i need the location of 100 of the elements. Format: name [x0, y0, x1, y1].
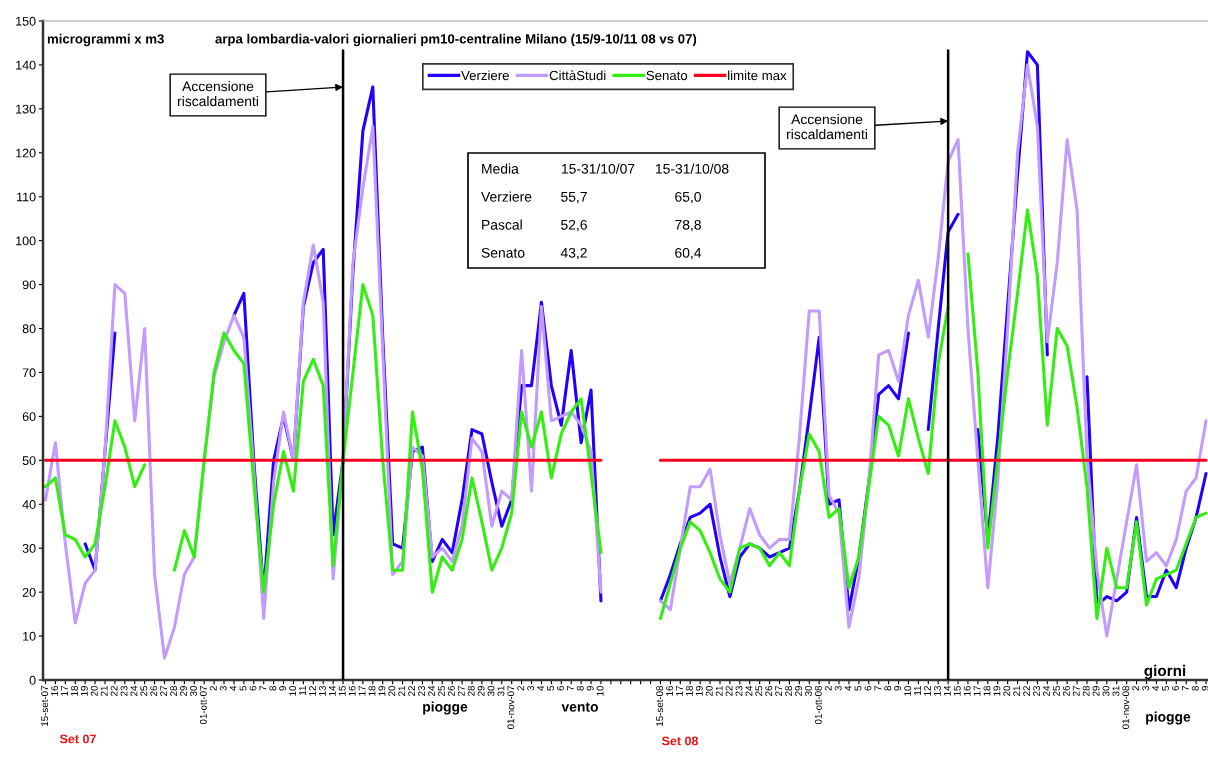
x-tick-label: 13 [318, 685, 326, 696]
y-tick-label: 0 [29, 675, 36, 685]
text: Media 15-31/10/07 15-31/10/08 [482, 163, 729, 174]
x-tick-label: 9 [1201, 686, 1208, 691]
x-tick-label: 17 [358, 686, 366, 696]
x-tick-label: 21 [398, 686, 406, 696]
x-tick-label: 26 [447, 685, 455, 696]
x-axis-title: giorni [1144, 664, 1186, 680]
x-tick-label: 3 [219, 685, 227, 691]
x-tick-label: 15-set-07 [41, 686, 49, 726]
x-tick-label: 6 [249, 685, 257, 691]
x-tick-label: 30 [487, 685, 495, 696]
x-tick-label: 7 [874, 686, 882, 691]
x-tick-label: 17 [973, 686, 981, 696]
x-tick-label: 20 [705, 685, 713, 696]
x-tick-label: 3 [1142, 685, 1150, 691]
x-tick-label: 16 [666, 685, 673, 696]
x-tick-label: 2 [517, 686, 525, 691]
y-tick-label: 100 [16, 236, 36, 246]
x-tick-label: 9 [894, 686, 902, 691]
x-tick-label: 26 [1062, 685, 1070, 696]
x-tick-label: 6 [557, 685, 564, 691]
x-tick-label: 23 [120, 685, 128, 696]
x-tick-label: 15 [338, 685, 346, 696]
x-tick-label: 27 [457, 686, 465, 696]
y-tick-label: 90 [22, 280, 36, 290]
x-tick-label: 5 [239, 685, 247, 691]
y-tick-label: 80 [22, 324, 36, 334]
x-tick-label: 24 [428, 685, 435, 696]
x-tick-label: 11 [914, 686, 921, 695]
x-tick-label: 01-ott-08 [814, 685, 822, 725]
x-tick-label: 25 [1052, 685, 1060, 696]
y-tick-label: 150 [16, 16, 36, 26]
y-tick-label: 60 [22, 412, 36, 422]
x-tick-label: 20 [388, 685, 396, 696]
x-tick-label: 18 [70, 685, 78, 696]
x-tick-label: 16 [51, 685, 59, 696]
x-tick-label: 16 [348, 685, 356, 696]
y-tick-label: 130 [16, 104, 36, 114]
x-tick-label: 27 [160, 686, 168, 696]
legend-label: limite max [728, 70, 787, 81]
text: Set 07 [59, 734, 96, 744]
x-tick-label: 01-nov-08 [1122, 685, 1130, 729]
x-tick-label: 14 [328, 685, 336, 696]
y-tick-label: 70 [22, 368, 36, 378]
x-tick-label: 8 [884, 685, 892, 691]
x-tick-label: 10 [596, 685, 604, 696]
x-tick-label: 9 [586, 686, 594, 691]
x-tick-label: 12 [309, 686, 316, 696]
x-tick-label: 23 [418, 685, 426, 696]
y-tick-label: 10 [23, 631, 36, 641]
x-tick-label: 23 [735, 685, 743, 696]
text: piogge [423, 701, 468, 715]
x-tick-label: 19 [80, 686, 88, 696]
x-tick-label: 26 [765, 685, 773, 696]
x-tick-label: 12 [924, 686, 931, 696]
y-tick-label: 120 [16, 148, 36, 158]
x-tick-label: 24 [745, 685, 753, 696]
x-tick-label: 8 [269, 685, 277, 691]
x-tick-label: 8 [1191, 685, 1199, 691]
y-tick-label: 140 [16, 60, 36, 70]
x-tick-label: 11 [299, 686, 306, 695]
x-tick-label: 01-nov-07 [507, 686, 515, 729]
x-tick-label: 18 [368, 685, 376, 696]
x-tick-label: 27 [775, 686, 783, 696]
x-tick-label: 6 [1171, 685, 1179, 691]
x-tick-label: 6 [864, 685, 872, 691]
text: Pascal 52,6 78,8 [482, 219, 701, 232]
text: vento [561, 702, 598, 712]
x-tick-label: 30 [804, 685, 812, 696]
x-tick-label: 29 [477, 686, 485, 696]
x-tick-label: 29 [180, 686, 187, 696]
x-tick-label: 29 [1092, 686, 1100, 696]
x-tick-label: 15 [953, 685, 961, 696]
x-tick-label: 19 [993, 686, 1001, 696]
x-tick-label: 5 [1162, 685, 1169, 691]
x-tick-label: 19 [695, 686, 703, 696]
x-tick-label: 25 [140, 685, 148, 696]
y-axis-title: microgrammi x m3 [47, 33, 164, 47]
x-tick-label: 29 [795, 686, 802, 696]
x-tick-label: 7 [1182, 686, 1189, 691]
x-tick-label: 4 [229, 685, 237, 691]
x-tick-label: 28 [170, 685, 178, 696]
x-tick-label: 17 [61, 686, 68, 696]
y-tick-label: 20 [22, 587, 36, 597]
x-tick-label: 24 [130, 685, 138, 696]
x-tick-label: 21 [100, 686, 108, 696]
x-tick-label: 2 [824, 686, 832, 691]
x-tick-label: 01-ott-07 [199, 686, 207, 725]
x-tick-label: 9 [279, 686, 287, 691]
legend-label: CittàStudi [549, 70, 606, 81]
x-tick-label: 26 [150, 685, 158, 696]
x-tick-label: 13 [933, 685, 941, 696]
text: Senato 43,2 60,4 [481, 247, 702, 260]
x-tick-label: 5 [547, 685, 554, 691]
x-tick-label: 3 [834, 685, 842, 691]
x-tick-label: 21 [715, 686, 723, 696]
text: piogge [1146, 711, 1191, 725]
x-tick-label: 20 [1003, 685, 1011, 696]
x-tick-label: 2 [209, 686, 217, 691]
